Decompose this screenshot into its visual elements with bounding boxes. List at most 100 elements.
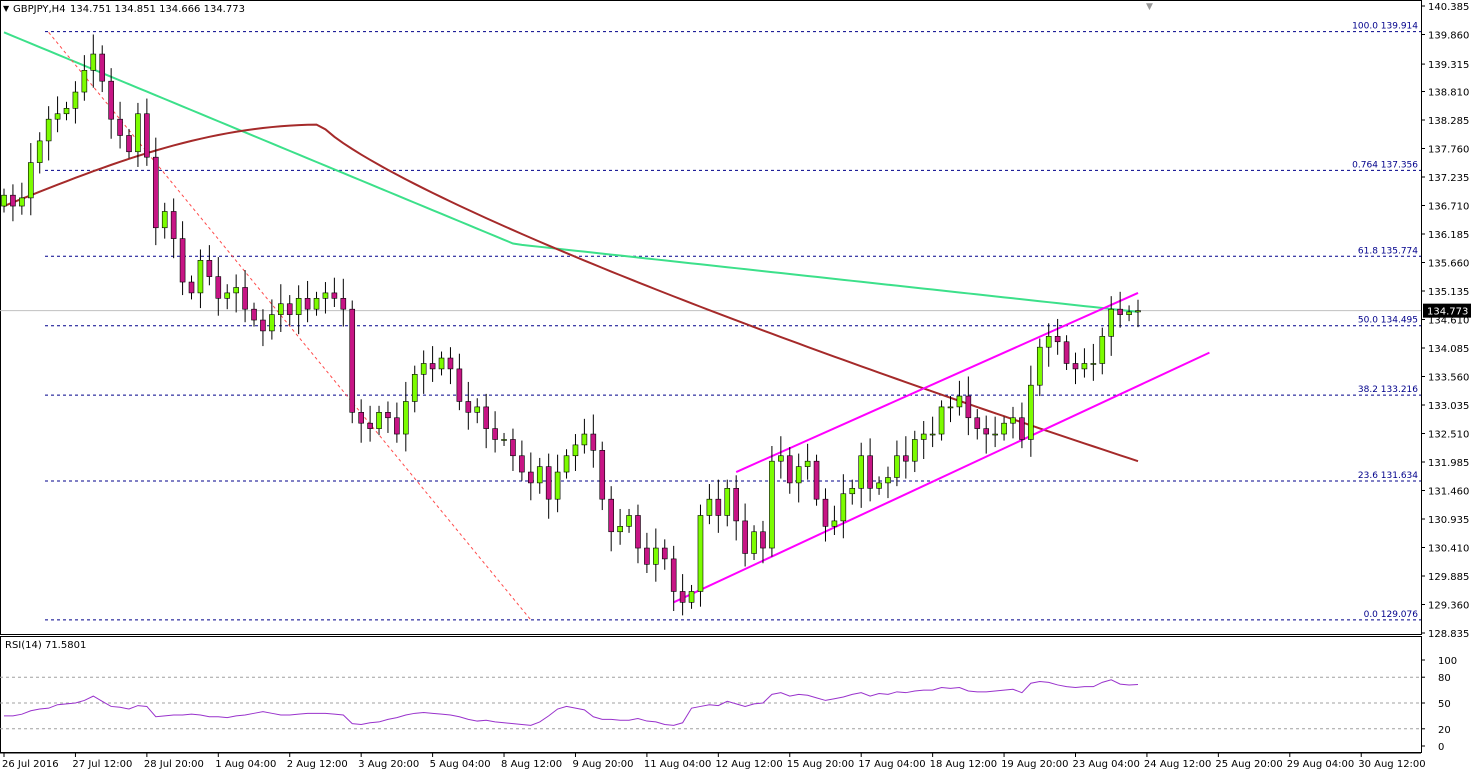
candle[interactable] xyxy=(528,452,534,501)
candle[interactable] xyxy=(867,438,873,502)
candle[interactable] xyxy=(19,182,25,215)
candle[interactable] xyxy=(278,284,284,332)
candle[interactable] xyxy=(626,508,632,533)
candle[interactable] xyxy=(36,132,43,174)
candle[interactable] xyxy=(215,257,222,316)
candle[interactable] xyxy=(599,441,606,511)
candle[interactable] xyxy=(286,295,293,326)
candle[interactable] xyxy=(99,45,106,93)
candle[interactable] xyxy=(661,539,668,570)
candle[interactable] xyxy=(786,447,793,494)
candle[interactable] xyxy=(188,275,195,300)
candle[interactable] xyxy=(465,381,472,430)
candle[interactable] xyxy=(1028,365,1034,457)
candle[interactable] xyxy=(161,202,168,239)
candle[interactable] xyxy=(170,198,177,259)
candle[interactable] xyxy=(447,347,454,385)
candle[interactable] xyxy=(983,415,990,454)
candle[interactable] xyxy=(1001,416,1007,441)
candle[interactable] xyxy=(947,396,954,423)
candle[interactable] xyxy=(376,405,382,436)
candle[interactable] xyxy=(304,280,311,323)
candle[interactable] xyxy=(27,143,34,216)
candle[interactable] xyxy=(1010,406,1016,439)
candle[interactable] xyxy=(724,479,731,527)
candle[interactable] xyxy=(706,483,713,525)
candle[interactable] xyxy=(670,545,677,612)
candle[interactable] xyxy=(1019,402,1025,449)
candle[interactable] xyxy=(519,440,525,481)
candle[interactable] xyxy=(956,380,963,416)
rsi-line[interactable] xyxy=(4,679,1139,726)
candle[interactable] xyxy=(742,503,748,567)
candle[interactable] xyxy=(411,365,418,413)
candle[interactable] xyxy=(197,249,204,309)
candle[interactable] xyxy=(1045,323,1052,367)
candle[interactable] xyxy=(635,504,641,564)
candle[interactable] xyxy=(429,346,436,382)
candle[interactable] xyxy=(1081,348,1088,378)
candle[interactable] xyxy=(260,309,266,347)
candle[interactable] xyxy=(581,418,588,454)
candle[interactable] xyxy=(894,440,900,487)
candle[interactable] xyxy=(313,291,320,316)
green-moving-average[interactable] xyxy=(3,31,1139,313)
candle[interactable] xyxy=(545,453,552,519)
candle[interactable] xyxy=(617,508,623,545)
candle[interactable] xyxy=(322,282,329,314)
candle[interactable] xyxy=(1063,335,1070,370)
candle[interactable] xyxy=(679,574,686,616)
candle[interactable] xyxy=(63,101,70,121)
candle[interactable] xyxy=(1036,338,1043,397)
candle[interactable] xyxy=(992,416,998,448)
candle[interactable] xyxy=(394,402,400,443)
candle[interactable] xyxy=(572,434,579,471)
candle[interactable] xyxy=(608,486,614,552)
candle[interactable] xyxy=(1108,296,1115,356)
candle[interactable] xyxy=(269,299,275,340)
candle[interactable] xyxy=(876,476,882,495)
candle[interactable] xyxy=(831,505,838,536)
candle[interactable] xyxy=(751,525,757,560)
candle[interactable] xyxy=(1117,291,1123,328)
shift-marker-icon[interactable]: ▼ xyxy=(1146,2,1153,12)
candle[interactable] xyxy=(849,479,856,505)
candle[interactable] xyxy=(1090,343,1097,381)
candle[interactable] xyxy=(1072,352,1079,385)
candle[interactable] xyxy=(54,96,61,133)
candle[interactable] xyxy=(81,55,88,101)
candle[interactable] xyxy=(1126,305,1132,322)
candle[interactable] xyxy=(804,443,811,480)
candle[interactable] xyxy=(1,188,7,213)
candle[interactable] xyxy=(590,414,597,468)
candle[interactable] xyxy=(1099,327,1106,375)
candle[interactable] xyxy=(403,381,409,452)
candle[interactable] xyxy=(45,106,52,161)
candle[interactable] xyxy=(554,454,561,513)
candle[interactable] xyxy=(563,449,570,479)
candle[interactable] xyxy=(938,400,945,441)
candle[interactable] xyxy=(644,532,650,574)
candle[interactable] xyxy=(822,488,829,542)
candle[interactable] xyxy=(715,479,722,533)
candle[interactable] xyxy=(1135,299,1141,328)
candle[interactable] xyxy=(144,98,150,166)
channel-upper-line[interactable] xyxy=(735,291,1139,473)
candle[interactable] xyxy=(72,81,79,124)
candle[interactable] xyxy=(126,128,132,159)
candle[interactable] xyxy=(697,504,704,607)
candle[interactable] xyxy=(224,284,231,310)
candle[interactable] xyxy=(10,184,16,222)
candle[interactable] xyxy=(358,399,364,443)
candle[interactable] xyxy=(438,351,445,376)
candle[interactable] xyxy=(760,520,766,564)
candle[interactable] xyxy=(420,350,427,394)
candle[interactable] xyxy=(385,401,391,433)
candle[interactable] xyxy=(858,442,864,508)
candle[interactable] xyxy=(474,398,481,424)
candle[interactable] xyxy=(108,68,114,139)
candle[interactable] xyxy=(885,466,891,499)
candle[interactable] xyxy=(840,474,847,539)
candle[interactable] xyxy=(733,475,739,541)
